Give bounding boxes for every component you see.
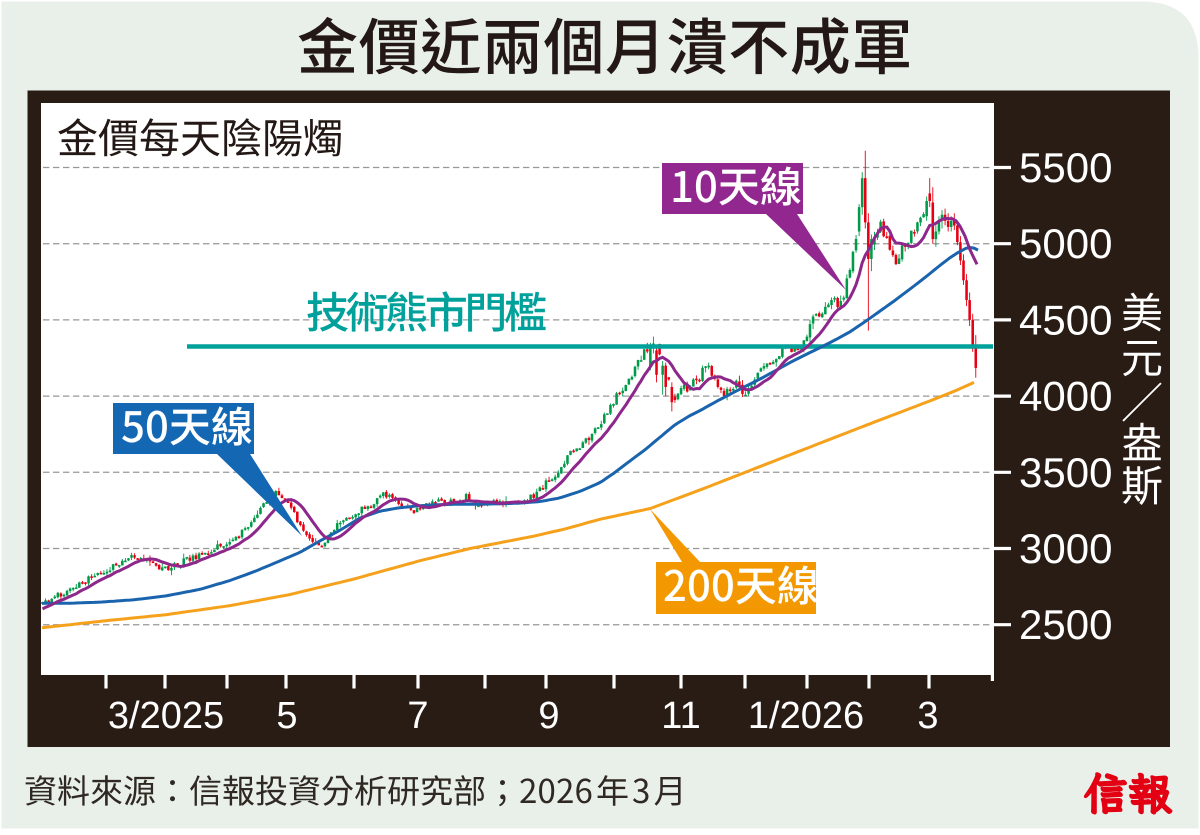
svg-text:2500: 2500: [1019, 601, 1112, 648]
svg-text:3/2025: 3/2025: [108, 695, 224, 737]
svg-text:5: 5: [276, 695, 297, 737]
svg-text:9: 9: [538, 695, 559, 737]
svg-text:5500: 5500: [1019, 144, 1112, 191]
svg-text:1/2026: 1/2026: [748, 695, 864, 737]
svg-text:4500: 4500: [1019, 296, 1112, 343]
svg-text:7: 7: [407, 695, 428, 737]
svg-text:5000: 5000: [1019, 220, 1112, 267]
svg-text:3: 3: [917, 695, 938, 737]
svg-text:4000: 4000: [1019, 373, 1112, 420]
svg-text:3000: 3000: [1019, 525, 1112, 572]
svg-text:3500: 3500: [1019, 449, 1112, 496]
svg-text:11: 11: [661, 695, 700, 737]
